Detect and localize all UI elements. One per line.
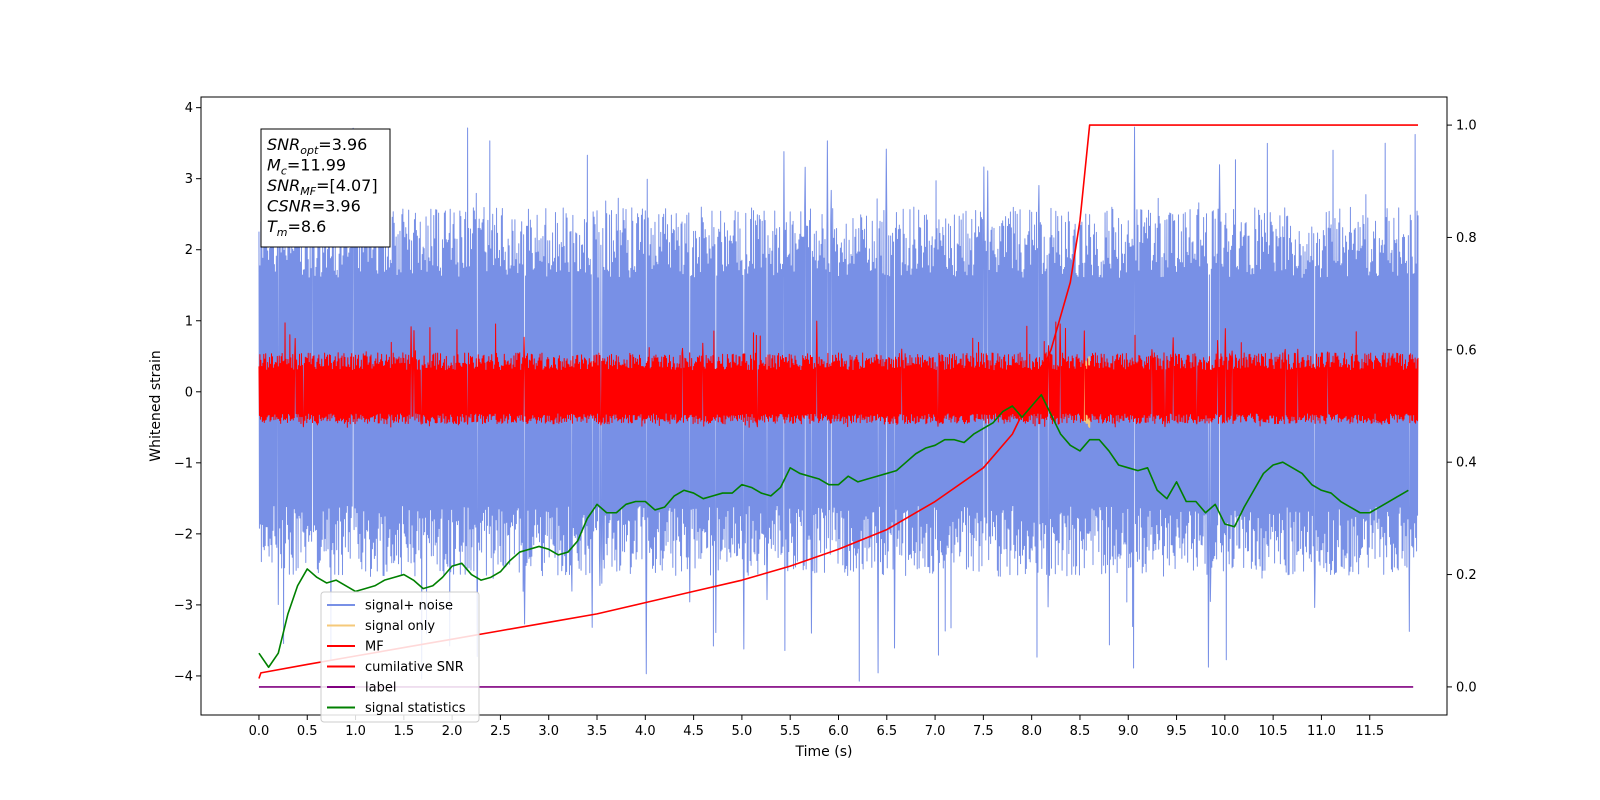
x-tick-label: 10.5 [1259,724,1288,739]
x-tick-label: 9.5 [1166,724,1187,739]
info-line: Tm=8.6 [267,217,326,239]
y-tick-label: 1 [185,314,193,329]
y2-tick-label: 0.6 [1456,343,1477,358]
info-line: CSNR=3.96 [267,197,361,216]
info-line: SNRopt=3.96 [267,135,367,157]
legend-label-signal-statistics: signal statistics [365,701,466,716]
y-axis-label: Whitened strain [148,350,164,461]
x-tick-label: 3.5 [587,724,608,739]
y-tick-label: 2 [185,243,193,258]
plot-frame [200,96,1448,716]
y-tick-label: −3 [174,598,193,613]
x-tick-label: 0.0 [249,724,270,739]
x-tick-label: 11.0 [1307,724,1336,739]
y-tick-label: 3 [185,172,193,187]
series-signal-statistics [258,393,1409,669]
x-tick-label: 0.5 [297,724,318,739]
y2-tick-label: 0.8 [1456,231,1477,246]
x-tick-label: 2.0 [442,724,463,739]
x-tick-label: 2.5 [490,724,511,739]
y-tick-label: −4 [174,669,193,684]
info-line: Mc=11.99 [267,156,346,178]
x-tick-label: 7.5 [973,724,994,739]
legend-label-cumilative-snr: cumilative SNR [365,660,464,675]
x-tick-label: 4.5 [683,724,704,739]
x-tick-label: 5.0 [732,724,753,739]
info-box: SNRopt=3.96Mc=11.99SNRMF=[4.07]CSNR=3.96… [260,128,391,248]
x-tick-label: 6.0 [828,724,849,739]
legend-frame [320,591,480,723]
x-axis-label: Time (s) [795,744,853,760]
y-tick-label: −2 [174,527,193,542]
series-mf [258,320,1419,428]
y2-tick-label: 0.4 [1456,456,1477,471]
y-tick-label: 4 [185,101,193,116]
y2-tick-label: 0.0 [1456,680,1477,695]
y-axis: −4 −3 −2 −1 0 1 2 3 4 [174,101,201,684]
info-line: SNRMF=[4.07] [267,176,378,198]
info-box-frame [260,128,391,248]
y2-tick-label: 1.0 [1456,119,1477,134]
legend: signal+ noise signal only MF cumilative SNR… [320,591,480,723]
x-tick-label: 1.5 [393,724,414,739]
legend-label-signal-only: signal only [365,619,435,634]
y-tick-label: 0 [185,385,193,400]
legend-label-label: label [365,681,396,696]
x-tick-label: 6.5 [876,724,897,739]
x-tick-label: 1.0 [345,724,366,739]
x-tick-label: 5.5 [780,724,801,739]
y2-axis: 0.0 0.2 0.4 0.6 0.8 1.0 [1447,119,1477,695]
x-tick-label: 10.0 [1210,724,1239,739]
legend-label-mf: MF [365,640,384,655]
x-tick-label: 7.0 [925,724,946,739]
y-tick-label: −1 [174,456,193,471]
x-tick-label: 8.0 [1021,724,1042,739]
x-tick-label: 4.0 [635,724,656,739]
legend-label-signal-noise: signal+ noise [365,599,453,614]
series-signal-noise [258,126,1419,682]
x-tick-label: 8.5 [1070,724,1091,739]
x-tick-label: 11.5 [1355,724,1384,739]
x-tick-label: 3.0 [538,724,559,739]
y2-tick-label: 0.2 [1456,568,1477,583]
x-axis: 0.0 0.5 1.0 1.5 2.0 2.5 3.0 3.5 4.0 4.5 5.0 5.5 6.0 6… [249,715,1384,739]
x-tick-label: 9.0 [1118,724,1139,739]
